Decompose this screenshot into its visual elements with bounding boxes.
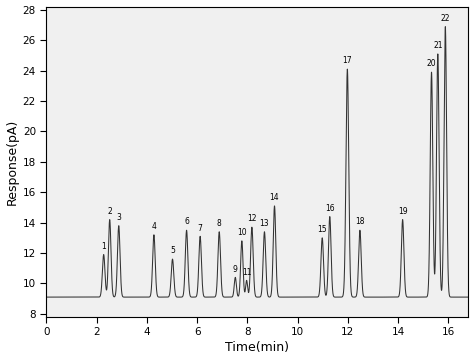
X-axis label: Time(min): Time(min) bbox=[226, 341, 290, 355]
Text: 13: 13 bbox=[260, 219, 269, 228]
Text: 19: 19 bbox=[398, 207, 408, 216]
Text: 14: 14 bbox=[270, 193, 279, 202]
Text: 4: 4 bbox=[152, 222, 156, 231]
Text: 7: 7 bbox=[198, 224, 202, 233]
Text: 15: 15 bbox=[318, 225, 327, 234]
Text: 10: 10 bbox=[237, 228, 246, 237]
Text: 21: 21 bbox=[433, 41, 443, 50]
Text: 1: 1 bbox=[101, 242, 106, 251]
Text: 17: 17 bbox=[343, 57, 352, 66]
Text: 8: 8 bbox=[217, 219, 222, 228]
Text: 20: 20 bbox=[427, 59, 437, 68]
Text: 18: 18 bbox=[355, 217, 365, 226]
Text: 6: 6 bbox=[184, 217, 189, 226]
Y-axis label: Response(pA): Response(pA) bbox=[6, 119, 18, 205]
Text: 12: 12 bbox=[247, 215, 256, 224]
Text: 3: 3 bbox=[116, 213, 121, 222]
Text: 2: 2 bbox=[107, 207, 112, 216]
Text: 16: 16 bbox=[325, 204, 335, 213]
Text: 5: 5 bbox=[170, 246, 175, 255]
Text: 9: 9 bbox=[233, 265, 238, 274]
Text: 11: 11 bbox=[242, 267, 251, 276]
Text: 22: 22 bbox=[440, 14, 450, 23]
